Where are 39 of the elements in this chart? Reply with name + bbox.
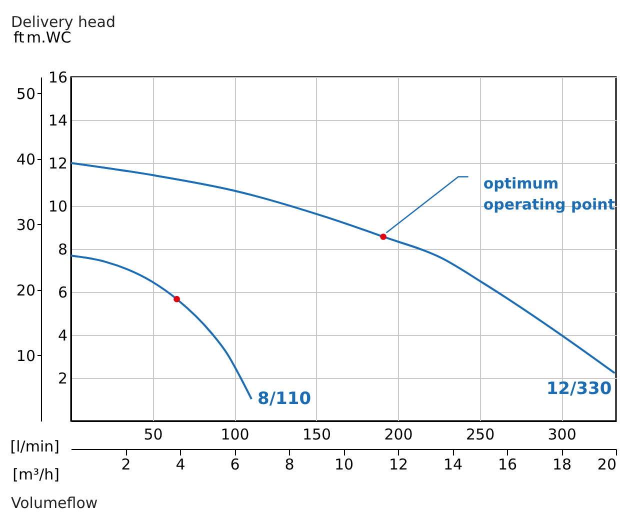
x2-tick-label: 8 — [284, 456, 294, 474]
y-tick-label: 6 — [58, 284, 68, 302]
y2-tick-label: 10 — [16, 346, 36, 365]
y2-tick-label: 30 — [16, 216, 36, 234]
y-tick-label: 8 — [58, 240, 68, 258]
x2-tick-label: 16 — [498, 456, 518, 474]
y2-axis-title: ft — [14, 28, 25, 46]
x-tick-label: 200 — [384, 426, 413, 444]
series-label: 8/110 — [258, 389, 312, 410]
text: Volumeflow — [11, 494, 98, 512]
x2-tick-label: 10 — [334, 456, 354, 474]
x2-axis-title: [m³/h] — [12, 466, 60, 484]
x2-tick-label: 6 — [230, 456, 240, 474]
x-tick-label: 250 — [466, 426, 495, 444]
x-axis-title: [l/min] — [10, 438, 60, 456]
x2-tick-label: 14 — [443, 456, 463, 474]
y-tick-label: 10 — [48, 198, 68, 216]
y2-tick-label: 20 — [16, 281, 36, 300]
y-tick-label: 12 — [48, 154, 68, 172]
annotation: optimum operating point — [483, 174, 616, 214]
line-series — [70, 162, 616, 374]
text: Delivery head — [11, 13, 116, 31]
series-label: 12/330 — [546, 379, 612, 400]
x-tick-label: 150 — [302, 426, 332, 444]
x2-tick-label: 4 — [176, 456, 186, 474]
y-tick-label: 14 — [48, 112, 68, 130]
x2-tick-label: 18 — [552, 456, 572, 474]
y-tick-label: 4 — [58, 326, 68, 344]
x2-tick-label: 20 — [597, 456, 616, 474]
x-tick-label: 50 — [144, 426, 163, 444]
x2-tick-label: 2 — [121, 456, 131, 474]
x-tick-label: 100 — [220, 426, 250, 444]
y-tick-label: 2 — [58, 370, 68, 388]
y-tick-label: 16 — [48, 68, 68, 86]
y2-tick-label: 50 — [16, 84, 36, 103]
y2-tick-label: 40 — [16, 150, 36, 168]
line-series — [70, 254, 253, 400]
x-tick-label: 300 — [548, 426, 576, 444]
x2-tick-label: 12 — [388, 456, 408, 474]
